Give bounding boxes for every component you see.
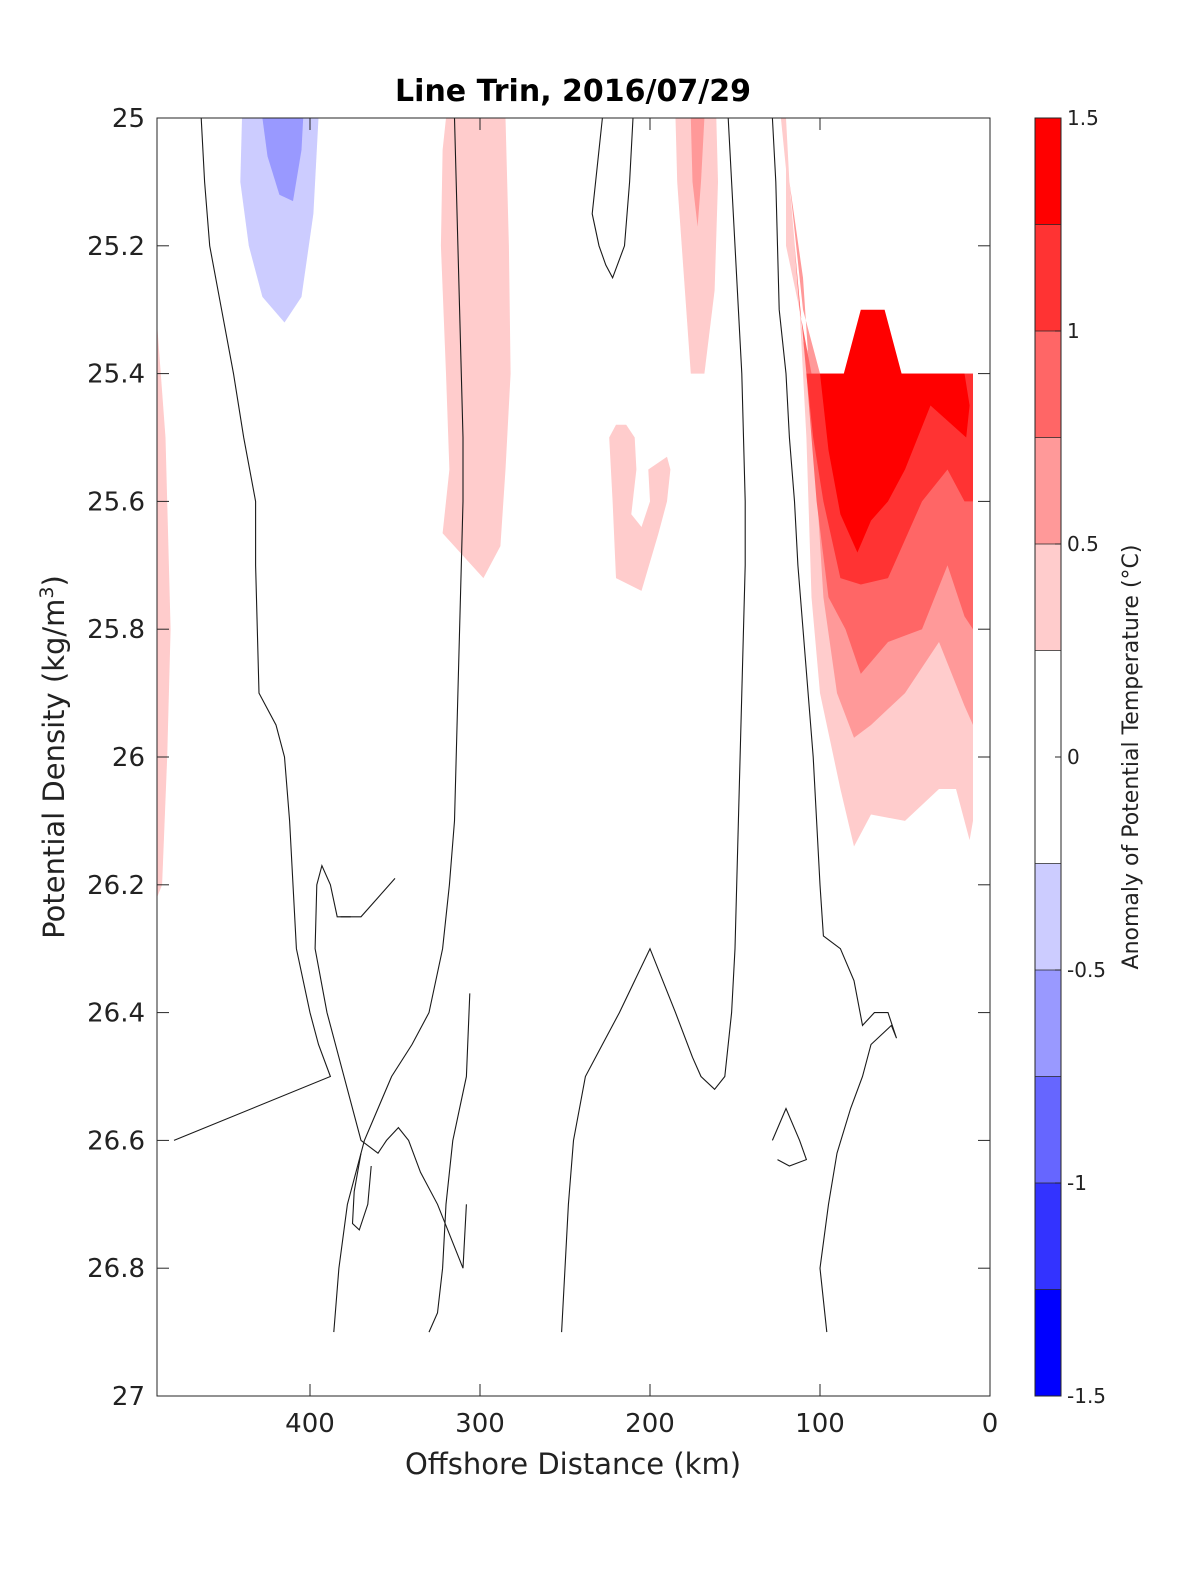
- zero-contour-line-5: [428, 993, 471, 1333]
- colorbar-band-7: [1035, 437, 1061, 544]
- filled-region-0: [157, 322, 171, 898]
- y-tick-label-1: 25.2: [87, 232, 145, 262]
- zero-contour-lines: [173, 117, 898, 1333]
- colorbar-band-4: [1035, 863, 1061, 970]
- y-tick-label-7: 26.4: [87, 999, 145, 1029]
- zero-contour-line-3: [351, 1153, 372, 1231]
- colorbar-band-9: [1035, 224, 1061, 331]
- colorbar-tick-label-4: 0.5: [1067, 532, 1099, 556]
- colorbar-tick-label-3: 0: [1067, 745, 1080, 769]
- zero-contour-line-6: [591, 117, 634, 280]
- colorbar-label: Anomaly of Potential Temperature (°C): [1119, 545, 1144, 970]
- y-tick-label-5: 26: [112, 743, 145, 773]
- colorbar-tick-label-2: -0.5: [1067, 958, 1106, 982]
- filled-region-6: [440, 118, 511, 579]
- filled-contours: [157, 118, 973, 1039]
- y-axis-label-close: ): [37, 575, 71, 586]
- y-tick-label-2: 25.4: [87, 360, 145, 390]
- x-tick-label-1: 300: [455, 1409, 505, 1439]
- colorbar-band-0: [1035, 1289, 1061, 1396]
- y-axis-label: Potential Density (kg/m3): [36, 575, 71, 939]
- zero-contour-line-2: [340, 878, 396, 918]
- colorbar-tick-label-0: -1.5: [1067, 1384, 1106, 1408]
- x-tick-label-0: 400: [285, 1409, 335, 1439]
- colorbar-tick-label-1: -1: [1067, 1171, 1087, 1195]
- filled-region-15: [820, 309, 970, 553]
- y-tick-label-6: 26.2: [87, 871, 145, 901]
- colorbar-bands: [1035, 118, 1061, 1396]
- filled-region-9: [690, 118, 705, 227]
- y-axis-label-main: Potential Density (kg/m: [37, 599, 71, 939]
- y-tick-label-8: 26.6: [87, 1126, 145, 1156]
- colorbar-band-6: [1035, 544, 1061, 651]
- zero-contour-line-4: [333, 117, 464, 1333]
- colorbar-band-10: [1035, 118, 1061, 225]
- zero-contour-line-7: [561, 117, 746, 1333]
- filled-region-4: [367, 118, 378, 131]
- filled-region-7: [609, 424, 671, 591]
- x-tick-label-3: 100: [795, 1409, 845, 1439]
- zero-contour-line-0: [173, 117, 332, 1141]
- y-tick-label-9: 26.8: [87, 1254, 145, 1284]
- x-tick-label-4: 0: [982, 1409, 999, 1439]
- y-tick-label-10: 27: [112, 1382, 145, 1412]
- colorbar-band-1: [1035, 1183, 1061, 1290]
- colorbar-band-3: [1035, 970, 1061, 1077]
- colorbar-ticks: -1.5 -1 -0.5 0 0.5 1 1.5: [1055, 106, 1106, 1408]
- zero-contour-line-1: [314, 863, 467, 1269]
- colorbar: -1.5 -1 -0.5 0 0.5 1 1.5 Anomaly of Potential …: [1034, 106, 1144, 1408]
- colorbar-tick-label-5: 1: [1067, 319, 1080, 343]
- y-axis-label-sup: 3: [36, 586, 58, 598]
- x-tick-label-2: 200: [625, 1409, 675, 1439]
- filled-region-3: [262, 118, 304, 202]
- y-tick-label-4: 25.8: [87, 615, 145, 645]
- filled-region-8: [675, 118, 718, 374]
- y-tick-label-3: 25.6: [87, 487, 145, 517]
- filled-region-10: [735, 118, 763, 483]
- filled-region-5: [259, 686, 314, 1039]
- zero-contour-line-8: [771, 117, 898, 1333]
- colorbar-tick-label-6: 1.5: [1067, 106, 1099, 130]
- x-axis-label: Offshore Distance (km): [405, 1447, 741, 1481]
- y-tick-label-0: 25: [112, 104, 145, 134]
- zero-contour-line-9: [771, 1107, 808, 1167]
- filled-region-2: [240, 118, 319, 323]
- y-axis-ticks: 25 25.2 25.4 25.6 25.8 26 26.2 26.4 26.6 26.8 27: [87, 104, 990, 1412]
- colorbar-band-2: [1035, 1076, 1061, 1183]
- x-axis-ticks: 400 300 200 100 0: [285, 118, 998, 1439]
- chart-title: Line Trin, 2016/07/29: [395, 74, 751, 109]
- plot-area: 400 300 200 100 0 25 25.2 25.4 25.6 25.8 26 26.2 26…: [87, 104, 998, 1439]
- colorbar-band-8: [1035, 331, 1061, 438]
